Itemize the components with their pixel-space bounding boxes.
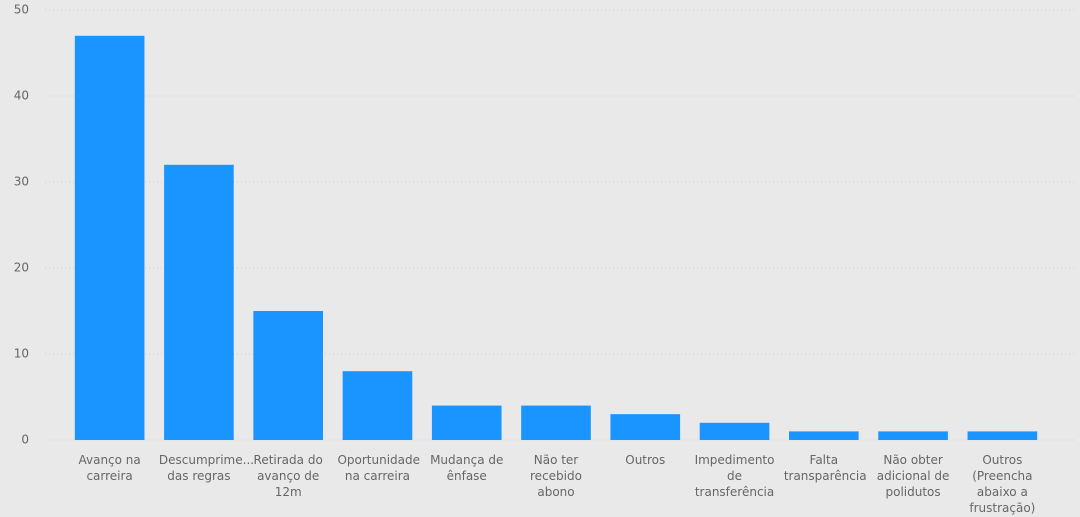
bar: [431, 405, 502, 440]
y-tick-label: 30: [14, 175, 29, 189]
x-tick-label: Outros (Preencha abaixo a frustração): [969, 453, 1036, 515]
x-tick-label: Avanço na carreira: [78, 453, 141, 483]
x-tick-label: Impedimento de transferência: [694, 453, 775, 499]
x-tick-label: Retirada do avanço de 12m: [253, 453, 323, 499]
x-tick-label: Não ter recebido abono: [530, 453, 582, 499]
bar: [164, 164, 234, 441]
bar: [342, 371, 413, 440]
bar: [74, 35, 145, 441]
bar: [521, 405, 591, 440]
x-tick-label: Outros: [625, 453, 666, 467]
y-tick-label: 20: [14, 261, 29, 275]
y-tick-label: 40: [14, 89, 29, 103]
x-tick-label: Não obter adicional de polidutos: [876, 453, 950, 499]
y-tick-label: 10: [14, 347, 29, 361]
bar: [789, 431, 859, 440]
y-tick-label: 50: [14, 3, 29, 17]
bar: [699, 422, 770, 440]
x-tick-label: Mudança de ênfase: [430, 453, 504, 483]
x-tick-label: Oportunidade na carreira: [337, 453, 421, 483]
bar: [967, 431, 1038, 440]
x-tick-label: Falta transparência: [783, 453, 867, 483]
bar: [878, 431, 948, 440]
bar: [610, 414, 681, 440]
y-tick-label: 0: [21, 433, 29, 447]
bar: [253, 311, 323, 440]
x-tick-label: Descumprime... das regras: [158, 453, 255, 483]
